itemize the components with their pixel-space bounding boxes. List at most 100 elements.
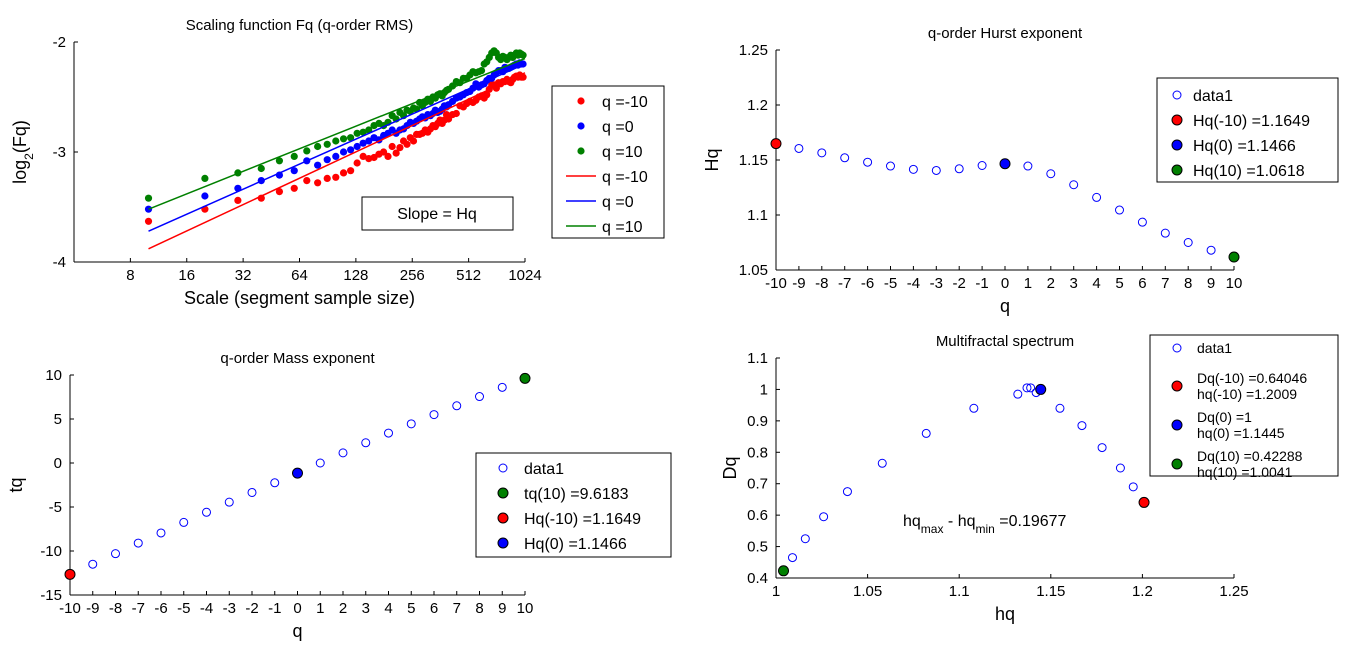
data-point: [1171, 139, 1183, 151]
data-point: [64, 568, 76, 580]
data-point: [353, 159, 361, 167]
x-axis-label: Scale (segment sample size): [184, 288, 415, 308]
y-tick-label: 1.1: [747, 207, 768, 224]
data-point: [1022, 383, 1032, 393]
y-tick-label: 1.15: [739, 152, 768, 169]
chart-title: q-order Mass exponent: [220, 350, 375, 367]
x-tick-label: -9: [86, 600, 99, 617]
data-point: [863, 157, 873, 167]
y-tick-label: 0.8: [747, 444, 768, 461]
data-point: [314, 161, 322, 169]
data-point: [290, 152, 298, 160]
data-point: [156, 528, 166, 538]
data-point: [353, 142, 361, 151]
data-point: [1077, 421, 1087, 431]
data-point: [1023, 161, 1033, 171]
data-point: [778, 565, 790, 577]
x-tick-label: 4: [384, 600, 392, 617]
legend-label: hq(-10) =1.2009: [1197, 386, 1297, 402]
x-tick-label: -9: [792, 275, 805, 292]
y-tick-label: 0: [54, 455, 62, 472]
data-point: [409, 137, 418, 145]
x-tick-label: 1.25: [1219, 583, 1248, 600]
data-point: [1138, 496, 1150, 508]
data-point: [1228, 251, 1240, 263]
legend-label: data1: [524, 461, 564, 478]
data-point: [842, 487, 852, 497]
x-tick-label: 1: [1024, 275, 1032, 292]
x-tick-label: 1: [772, 583, 780, 600]
y-tick-label: 5: [54, 411, 62, 428]
x-tick-label: 2: [339, 600, 347, 617]
chart-title: q-order Hurst exponent: [928, 25, 1083, 42]
legend-label: hq(10) =1.0041: [1197, 464, 1293, 480]
legend-label: q =-10: [602, 169, 648, 186]
x-tick-label: 7: [1161, 275, 1169, 292]
data-point: [315, 458, 325, 468]
data-point: [1035, 383, 1047, 395]
x-tick-label: 1.15: [1036, 583, 1065, 600]
x-tick-label: -10: [765, 275, 787, 292]
x-tick-label: 6: [1138, 275, 1146, 292]
data-point: [388, 142, 396, 151]
x-tick-label: -2: [953, 275, 966, 292]
x-tick-label: 9: [1207, 275, 1215, 292]
data-point: [497, 382, 507, 392]
data-point: [477, 67, 486, 75]
y-tick-label: -5: [49, 499, 62, 516]
data-point: [359, 139, 367, 147]
data-point: [347, 146, 355, 154]
y-tick-label: 0.4: [747, 570, 768, 587]
hurst-chart: -10 -9 -8 -7 -6 -5 -4 -3 -2 -1 0 1 2 3 4 5 6 7 8 9 101.051.1…: [702, 25, 1339, 316]
x-tick-label: 5: [1115, 275, 1123, 292]
legend: [1156, 77, 1339, 183]
x-tick-label: 1.1: [949, 583, 970, 600]
y-axis-label: Hq: [702, 148, 722, 171]
data-point: [275, 188, 284, 196]
data-point: [339, 135, 348, 143]
data-point: [497, 512, 509, 524]
legend-label: Hq(10) =1.0618: [1193, 163, 1305, 180]
data-point: [338, 448, 348, 458]
x-tick-label: -8: [109, 600, 122, 617]
x-tick-label: 3: [1070, 275, 1078, 292]
data-point: [88, 559, 98, 569]
x-tick-label: 0: [293, 600, 301, 617]
data-point: [406, 419, 416, 429]
data-point: [1013, 389, 1023, 399]
y-tick-label: -3: [53, 144, 66, 161]
chart-title: Multifractal spectrum: [936, 333, 1074, 350]
data-point: [247, 487, 257, 497]
legend: [1149, 334, 1339, 477]
x-tick-label: -1: [268, 600, 281, 617]
data-point: [800, 534, 810, 544]
y-tick-label: 0.9: [747, 413, 768, 430]
data-point: [1026, 383, 1036, 393]
data-point: [1171, 380, 1183, 392]
x-tick-label: 1024: [508, 267, 541, 284]
legend: [475, 452, 672, 558]
data-point: [224, 497, 234, 507]
data-point: [497, 537, 509, 549]
legend-label: q =10: [602, 219, 643, 236]
x-tick-label: -6: [154, 600, 167, 617]
x-tick-label: 256: [400, 267, 425, 284]
x-tick-label: 8: [126, 267, 134, 284]
x-tick-label: 1: [316, 600, 324, 617]
x-tick-label: 4: [1092, 275, 1100, 292]
data-point: [361, 438, 371, 448]
data-point: [921, 428, 931, 438]
y-tick-label: 1: [760, 381, 768, 398]
data-point: [1137, 217, 1147, 227]
x-tick-label: 9: [498, 600, 506, 617]
data-point: [1115, 205, 1124, 215]
x-tick-label: -1: [975, 275, 988, 292]
x-tick-label: 10: [1226, 275, 1243, 292]
data-point: [257, 164, 265, 173]
y-tick-label: 1.05: [739, 262, 768, 279]
data-point: [1097, 443, 1107, 453]
data-point: [1128, 482, 1138, 492]
data-point: [452, 109, 460, 118]
data-point: [332, 173, 340, 181]
spectrum-chart: 1 1.05 1.1 1.15 1.2 1.25 0.4 0.5 0.6 0.7 0.8 0.9 1 1.…: [720, 333, 1339, 624]
